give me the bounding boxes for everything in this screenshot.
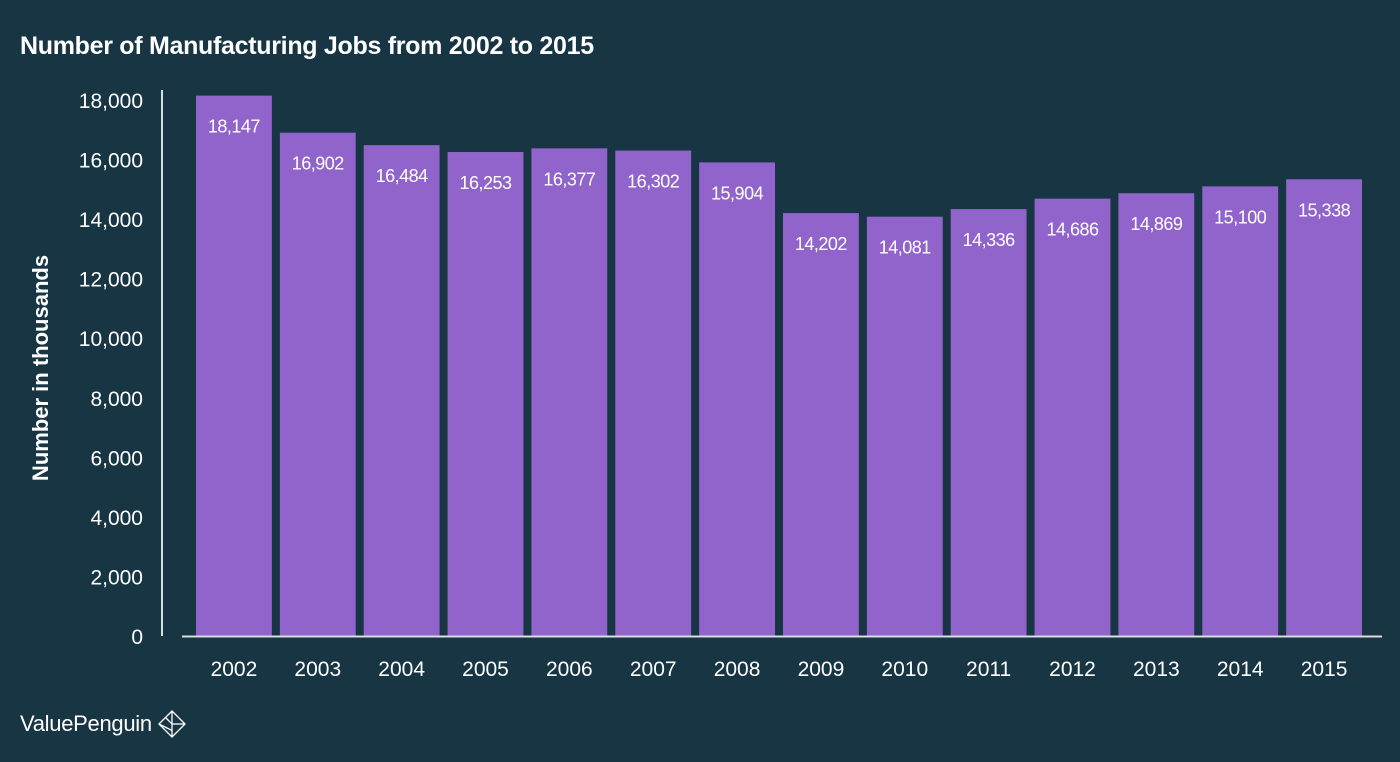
bar-2004 — [363, 145, 440, 636]
x-tick-label: 2006 — [546, 658, 593, 681]
bar-chart: 18,147 16,902 16,484 16,253 16,377 16,302 15,9… — [28, 90, 1382, 681]
x-tick-label: 2015 — [1301, 658, 1348, 681]
data-label-2013: 14,869 — [1130, 214, 1183, 234]
bar-2015 — [1286, 179, 1362, 637]
data-label-2010: 14,081 — [879, 238, 932, 258]
data-label-2007: 16,302 — [627, 172, 680, 192]
bar-2003 — [279, 132, 356, 637]
data-label-2012: 14,686 — [1046, 220, 1099, 240]
brand: ValuePenguin — [20, 710, 186, 738]
x-tick-label: 2007 — [630, 658, 677, 681]
x-tick-label: 2010 — [881, 658, 928, 681]
x-tick-label: 2008 — [714, 658, 761, 681]
y-axis-ticks-group: 0 2,000 4,000 6,000 8,000 10,000 12,000 14,000 1… — [79, 90, 143, 649]
y-tick-label: 18,000 — [79, 90, 143, 113]
bar-2014 — [1202, 186, 1279, 636]
x-tick-label: 2005 — [462, 658, 509, 681]
y-tick-label: 16,000 — [79, 150, 143, 173]
data-label-2006: 16,377 — [543, 169, 596, 189]
y-tick-label: 12,000 — [79, 269, 143, 292]
data-label-2002: 18,147 — [208, 117, 261, 137]
bar-2006 — [531, 148, 608, 636]
brand-name: ValuePenguin — [20, 711, 152, 736]
bar-2013 — [1118, 193, 1195, 636]
y-tick-label: 2,000 — [90, 566, 143, 589]
data-label-2014: 15,100 — [1214, 207, 1267, 227]
data-label-2008: 15,904 — [711, 183, 764, 203]
bar-2005 — [447, 152, 524, 636]
y-tick-label: 14,000 — [79, 209, 143, 232]
data-labels-group: 18,147 16,902 16,484 16,253 16,377 16,302 15,9… — [208, 117, 1351, 258]
y-tick-label: 8,000 — [90, 388, 143, 411]
valuepenguin-logo-icon — [158, 710, 186, 738]
data-label-2009: 14,202 — [795, 234, 848, 254]
y-axis-label: Number in thousands — [28, 255, 53, 481]
x-tick-label: 2012 — [1049, 658, 1096, 681]
x-tick-label: 2013 — [1133, 658, 1180, 681]
bar-2009 — [783, 213, 859, 636]
data-label-2003: 16,902 — [292, 154, 345, 174]
x-tick-label: 2003 — [294, 658, 341, 681]
data-label-2005: 16,253 — [459, 173, 512, 193]
y-tick-label: 0 — [131, 626, 143, 649]
data-label-2015: 15,338 — [1298, 200, 1351, 220]
x-tick-label: 2011 — [966, 658, 1011, 681]
y-tick-label: 4,000 — [90, 507, 143, 530]
bar-2011 — [950, 209, 1027, 636]
x-tick-label: 2009 — [798, 658, 845, 681]
bar-2008 — [699, 162, 775, 636]
bar-2007 — [615, 150, 692, 636]
chart-title: Number of Manufacturing Jobs from 2002 t… — [20, 32, 594, 60]
x-tick-label: 2002 — [211, 658, 258, 681]
x-axis-ticks-group: 2002 2003 2004 2005 2006 2007 2008 2009 2010 2011… — [211, 658, 1348, 681]
data-label-2004: 16,484 — [376, 166, 429, 186]
bar-2012 — [1034, 198, 1111, 637]
data-label-2011: 14,336 — [963, 230, 1016, 250]
bar-2010 — [866, 216, 943, 637]
x-tick-label: 2014 — [1217, 658, 1264, 681]
y-tick-label: 6,000 — [90, 447, 143, 470]
y-tick-label: 10,000 — [79, 328, 143, 351]
x-tick-label: 2004 — [378, 658, 425, 681]
bar-2002 — [196, 95, 272, 636]
bars-group — [196, 95, 1362, 637]
